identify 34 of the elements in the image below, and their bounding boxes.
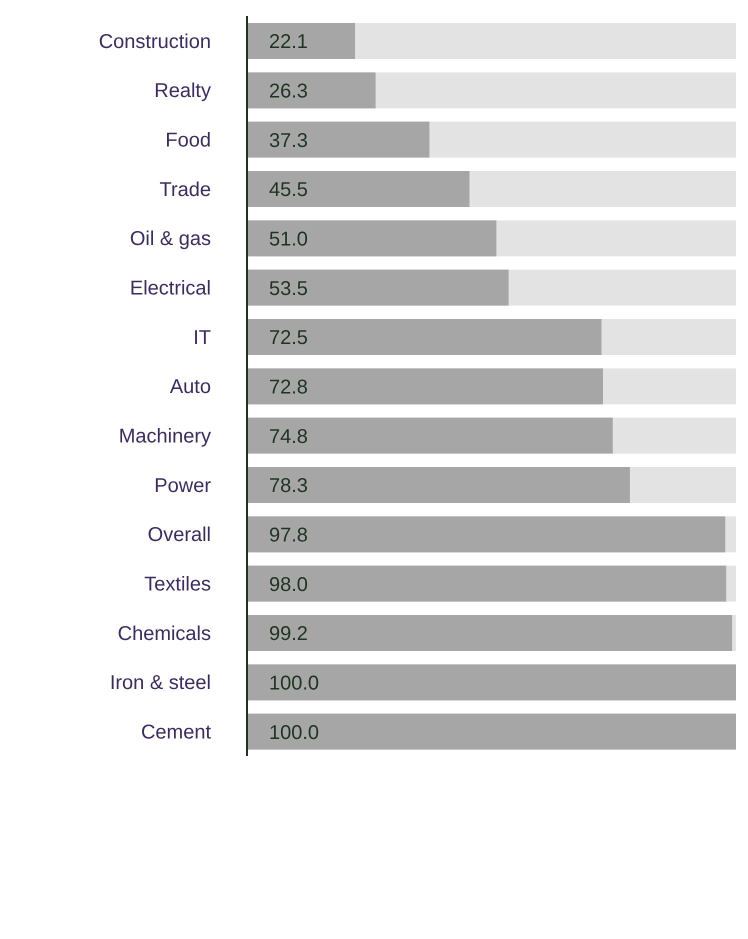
data-label: 53.5 [269,278,308,300]
y-tick-label: Machinery [118,425,211,448]
y-tick-label: Auto [170,376,211,398]
y-tick-label: Cement [140,721,212,744]
bar [247,516,726,552]
y-tick-label: Realty [154,80,211,102]
data-label: 78.3 [269,475,308,498]
y-tick-label: Chemicals [118,622,211,645]
bar [247,23,356,59]
y-tick-label: Food [165,129,211,152]
data-label: 98.0 [269,574,308,596]
y-tick-label: Power [154,474,212,497]
data-label: 26.3 [269,80,308,102]
y-tick-label: Construction [98,30,211,53]
data-label: 22.1 [269,31,308,54]
bar [247,566,726,602]
y-tick-label: Trade [159,178,211,201]
data-label: 45.5 [269,179,308,202]
y-tick-label: Electrical [130,277,211,300]
y-tick-label: Iron & steel [110,672,211,694]
data-label: 74.8 [269,426,308,448]
data-label: 37.3 [269,130,308,152]
y-tick-label: Textiles [144,573,211,596]
y-tick-label: Overall [148,524,211,546]
data-label: 51.0 [269,228,308,250]
y-tick-label: IT [193,326,211,349]
data-label: 100.0 [269,722,320,744]
bar [247,615,732,651]
data-label: 72.5 [269,327,308,350]
data-label: 100.0 [269,672,320,694]
data-label: 97.8 [269,524,308,546]
data-label: 72.8 [269,376,308,398]
y-tick-label: Oil & gas [130,228,211,250]
data-label: 99.2 [269,623,308,646]
